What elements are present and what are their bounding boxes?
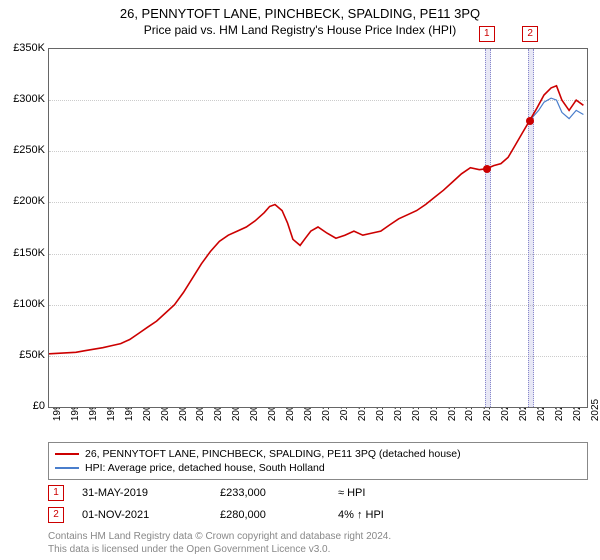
legend-swatch-2 [55, 467, 79, 469]
y-tick-label: £200K [13, 195, 45, 207]
sales-row: 2 01-NOV-2021 £280,000 4% ↑ HPI [48, 504, 588, 526]
legend-label-2: HPI: Average price, detached house, Sout… [85, 462, 325, 474]
sale-point [483, 165, 491, 173]
sales-delta: ≈ HPI [338, 487, 458, 499]
chart-subtitle: Price paid vs. HM Land Registry's House … [0, 21, 600, 37]
sales-row: 1 31-MAY-2019 £233,000 ≈ HPI [48, 482, 588, 504]
y-tick-label: £150K [13, 247, 45, 259]
sales-marker-box: 1 [48, 485, 64, 501]
sales-date: 01-NOV-2021 [82, 509, 202, 521]
legend: 26, PENNYTOFT LANE, PINCHBECK, SPALDING,… [48, 442, 588, 480]
y-tick-label: £50K [19, 349, 45, 361]
chart-container: 26, PENNYTOFT LANE, PINCHBECK, SPALDING,… [0, 0, 600, 560]
sales-date: 31-MAY-2019 [82, 487, 202, 499]
sales-delta: 4% ↑ HPI [338, 509, 458, 521]
footer-line-1: Contains HM Land Registry data © Crown c… [48, 531, 588, 544]
chart-title: 26, PENNYTOFT LANE, PINCHBECK, SPALDING,… [0, 0, 600, 21]
sale-marker: 2 [522, 26, 538, 42]
plot-area: 12 [48, 48, 588, 408]
sales-price: £233,000 [220, 487, 320, 499]
legend-label-1: 26, PENNYTOFT LANE, PINCHBECK, SPALDING,… [85, 448, 461, 460]
y-tick-label: £250K [13, 144, 45, 156]
sale-point [526, 117, 534, 125]
series-line [49, 86, 583, 354]
y-tick-label: £100K [13, 298, 45, 310]
footer-attribution: Contains HM Land Registry data © Crown c… [48, 531, 588, 556]
sales-price: £280,000 [220, 509, 320, 521]
y-tick-label: £0 [33, 400, 45, 412]
x-tick-label: 2025 [590, 399, 600, 421]
y-tick-label: £300K [13, 93, 45, 105]
footer-line-2: This data is licensed under the Open Gov… [48, 544, 588, 557]
legend-item-2: HPI: Average price, detached house, Sout… [55, 461, 581, 475]
line-plot [49, 49, 587, 407]
sales-table: 1 31-MAY-2019 £233,000 ≈ HPI 2 01-NOV-2021 £28… [48, 482, 588, 526]
legend-swatch-1 [55, 453, 79, 455]
sale-marker: 1 [479, 26, 495, 42]
sales-marker-box: 2 [48, 507, 64, 523]
legend-item-1: 26, PENNYTOFT LANE, PINCHBECK, SPALDING,… [55, 447, 581, 461]
y-tick-label: £350K [13, 42, 45, 54]
